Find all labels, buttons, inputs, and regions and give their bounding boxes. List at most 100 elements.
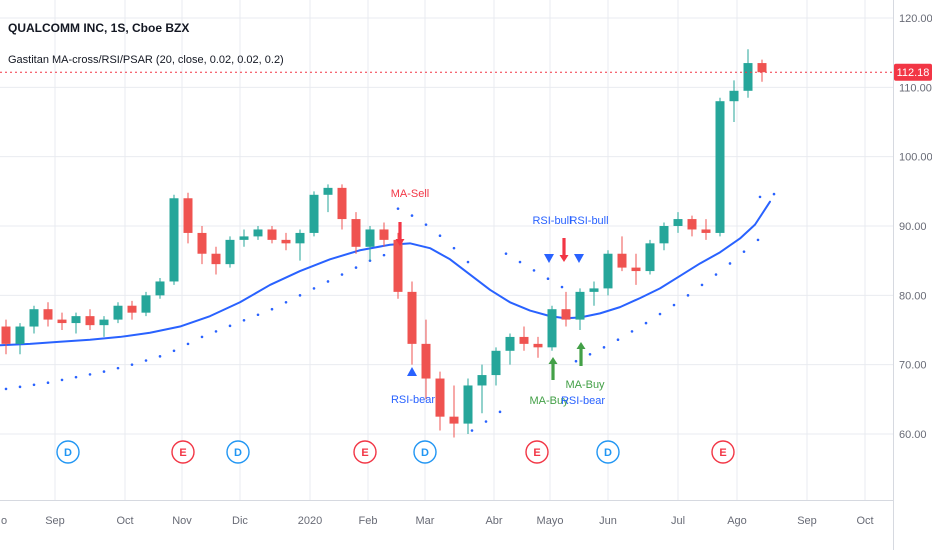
candle-body bbox=[253, 229, 263, 237]
psar-dot bbox=[270, 307, 274, 311]
psar-dot bbox=[354, 266, 358, 269]
psar-dot bbox=[498, 410, 502, 414]
triangle-down-icon bbox=[544, 254, 554, 263]
psar-dot bbox=[340, 273, 344, 276]
psar-dot bbox=[772, 192, 776, 196]
candle-body bbox=[533, 343, 543, 348]
price-axis[interactable] bbox=[893, 0, 932, 550]
event-letter: E bbox=[361, 447, 368, 459]
symbol-title[interactable]: QUALCOMM INC, 1S, Cboe BZX bbox=[8, 21, 190, 35]
dividend-marker[interactable] bbox=[596, 440, 620, 464]
psar-dot bbox=[658, 312, 662, 316]
time-tick-label: Feb bbox=[359, 515, 378, 527]
price-tick-label: 110.00 bbox=[899, 82, 932, 94]
signal-label-rsi-bear: RSI-bear bbox=[391, 394, 435, 406]
dividend-marker[interactable] bbox=[56, 440, 80, 464]
psar-dot bbox=[742, 250, 746, 253]
event-letter: D bbox=[421, 447, 429, 459]
earnings-marker[interactable] bbox=[711, 440, 735, 464]
earnings-marker[interactable] bbox=[171, 440, 195, 464]
sell-arrow-icon bbox=[395, 222, 405, 246]
candle-body bbox=[505, 336, 515, 351]
price-tick-label: 70.00 bbox=[899, 360, 927, 372]
psar-dot bbox=[4, 387, 8, 391]
psar-dot bbox=[504, 252, 508, 256]
psar-dot bbox=[672, 303, 676, 307]
psar-dot bbox=[602, 346, 606, 349]
time-tick-label: Oct bbox=[856, 515, 873, 527]
time-tick-label: Jul bbox=[671, 515, 685, 527]
candle-body bbox=[729, 90, 739, 102]
event-letter: D bbox=[234, 447, 242, 459]
psar-dot bbox=[298, 294, 302, 297]
candle-body bbox=[547, 309, 557, 348]
candle-body bbox=[659, 225, 669, 244]
psar-dot bbox=[728, 262, 732, 265]
earnings-marker[interactable] bbox=[525, 440, 549, 464]
triangle-down-icon bbox=[574, 254, 584, 263]
candle-body bbox=[561, 309, 571, 320]
event-letter: E bbox=[179, 447, 186, 459]
psar-dot bbox=[470, 429, 474, 432]
psar-dot bbox=[242, 318, 246, 322]
psar-dot bbox=[714, 273, 718, 276]
psar-dot bbox=[256, 313, 260, 317]
psar-dot bbox=[228, 324, 232, 328]
candle-body bbox=[379, 229, 389, 240]
candle-body bbox=[155, 281, 165, 296]
candle-body bbox=[1, 326, 11, 344]
psar-dot bbox=[546, 277, 550, 280]
candle-body bbox=[463, 385, 473, 424]
psar-dot bbox=[644, 321, 648, 325]
psar-dot bbox=[32, 383, 36, 387]
candle-body bbox=[309, 194, 319, 233]
psar-dot bbox=[312, 287, 316, 290]
time-tick-label: Abr bbox=[485, 515, 502, 527]
candle-body bbox=[491, 350, 501, 376]
dividend-marker[interactable] bbox=[226, 440, 250, 464]
price-tick-label: 80.00 bbox=[899, 290, 927, 302]
candle-body bbox=[267, 229, 277, 240]
candle-body bbox=[113, 305, 123, 320]
candle-body bbox=[141, 295, 151, 313]
candle-body bbox=[687, 219, 697, 230]
candle-body bbox=[435, 378, 445, 417]
time-axis[interactable] bbox=[0, 506, 893, 550]
signal-label-rsi-bull: RSI-bull bbox=[569, 215, 608, 227]
dividend-marker[interactable] bbox=[413, 440, 437, 464]
signal-label-ma-sell: MA-Sell bbox=[391, 188, 430, 200]
ma-line bbox=[0, 200, 771, 347]
psar-dot bbox=[560, 285, 564, 289]
time-tick-label: Dic bbox=[232, 515, 248, 527]
psar-dot bbox=[214, 330, 218, 333]
earnings-marker[interactable] bbox=[353, 440, 377, 464]
psar-dot bbox=[686, 294, 690, 297]
psar-dot bbox=[466, 260, 470, 264]
last-price-tag bbox=[894, 63, 932, 81]
psar-dot bbox=[756, 238, 760, 242]
candle-body bbox=[757, 63, 767, 73]
candle-body bbox=[225, 239, 235, 265]
candle-body bbox=[29, 309, 39, 327]
psar-dot bbox=[46, 381, 50, 384]
price-axis-bg bbox=[894, 0, 932, 550]
psar-dot bbox=[410, 214, 414, 217]
psar-dot bbox=[382, 253, 386, 257]
psar-dot bbox=[144, 359, 148, 362]
candle-body bbox=[43, 309, 53, 320]
psar-dot bbox=[284, 300, 288, 304]
indicator-title[interactable]: Gastitan MA-cross/RSI/PSAR (20, close, 0… bbox=[8, 54, 284, 66]
time-tick-label: Mar bbox=[416, 515, 435, 527]
candle-body bbox=[211, 253, 221, 265]
candle-body bbox=[715, 101, 725, 233]
candle-body bbox=[71, 316, 81, 324]
psar-dot bbox=[758, 195, 762, 199]
time-tick-label: Oct bbox=[116, 515, 133, 527]
triangle-up-icon bbox=[407, 367, 417, 376]
candle-body bbox=[281, 239, 291, 244]
candle-body bbox=[351, 219, 361, 247]
candle-body bbox=[15, 326, 25, 344]
candle-body bbox=[169, 198, 179, 282]
candle-body bbox=[365, 229, 375, 247]
